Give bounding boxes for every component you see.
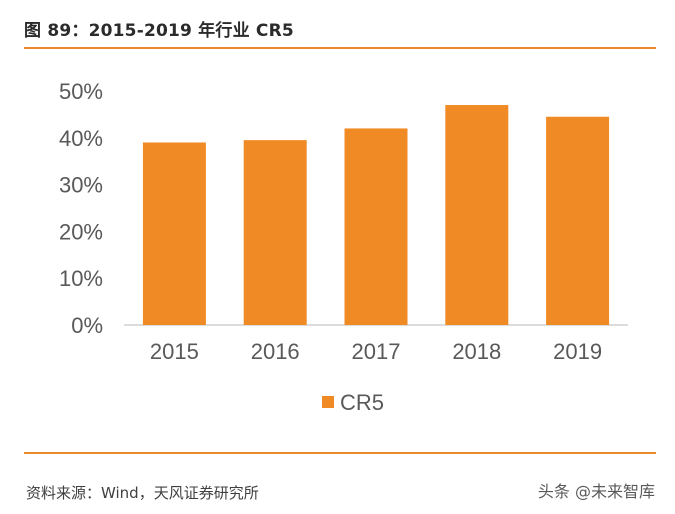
x-tick-label: 2017	[352, 339, 401, 364]
y-tick-label: 50%	[59, 79, 103, 104]
watermark: 头条 @未来智库	[537, 482, 655, 501]
footer-rule	[24, 452, 656, 454]
x-tick-label: 2019	[553, 339, 602, 364]
bar-chart: 0% 10% 20% 30% 40% 50% 2015 2016 2017 2018 2019 CR5	[59, 79, 628, 415]
source-note: 资料来源：Wind，天风证券研究所	[26, 484, 259, 502]
bar-2017	[344, 128, 408, 325]
figure-title: 图 89：2015-2019 年行业 CR5	[24, 21, 294, 41]
x-tick-label: 2018	[452, 339, 501, 364]
y-tick-label: 10%	[59, 266, 103, 291]
y-tick-label: 0%	[71, 313, 103, 338]
x-tick-label: 2015	[150, 339, 199, 364]
legend-label: CR5	[340, 390, 384, 415]
title-rule	[24, 47, 656, 49]
bar-2016	[243, 140, 307, 325]
y-tick-label: 30%	[59, 173, 103, 198]
bar-2019	[546, 116, 610, 325]
y-tick-label: 40%	[59, 126, 103, 151]
bar-2015	[142, 142, 206, 325]
bar-2018	[445, 105, 509, 325]
y-tick-label: 20%	[59, 219, 103, 244]
legend-swatch	[322, 396, 334, 408]
x-tick-label: 2016	[251, 339, 300, 364]
